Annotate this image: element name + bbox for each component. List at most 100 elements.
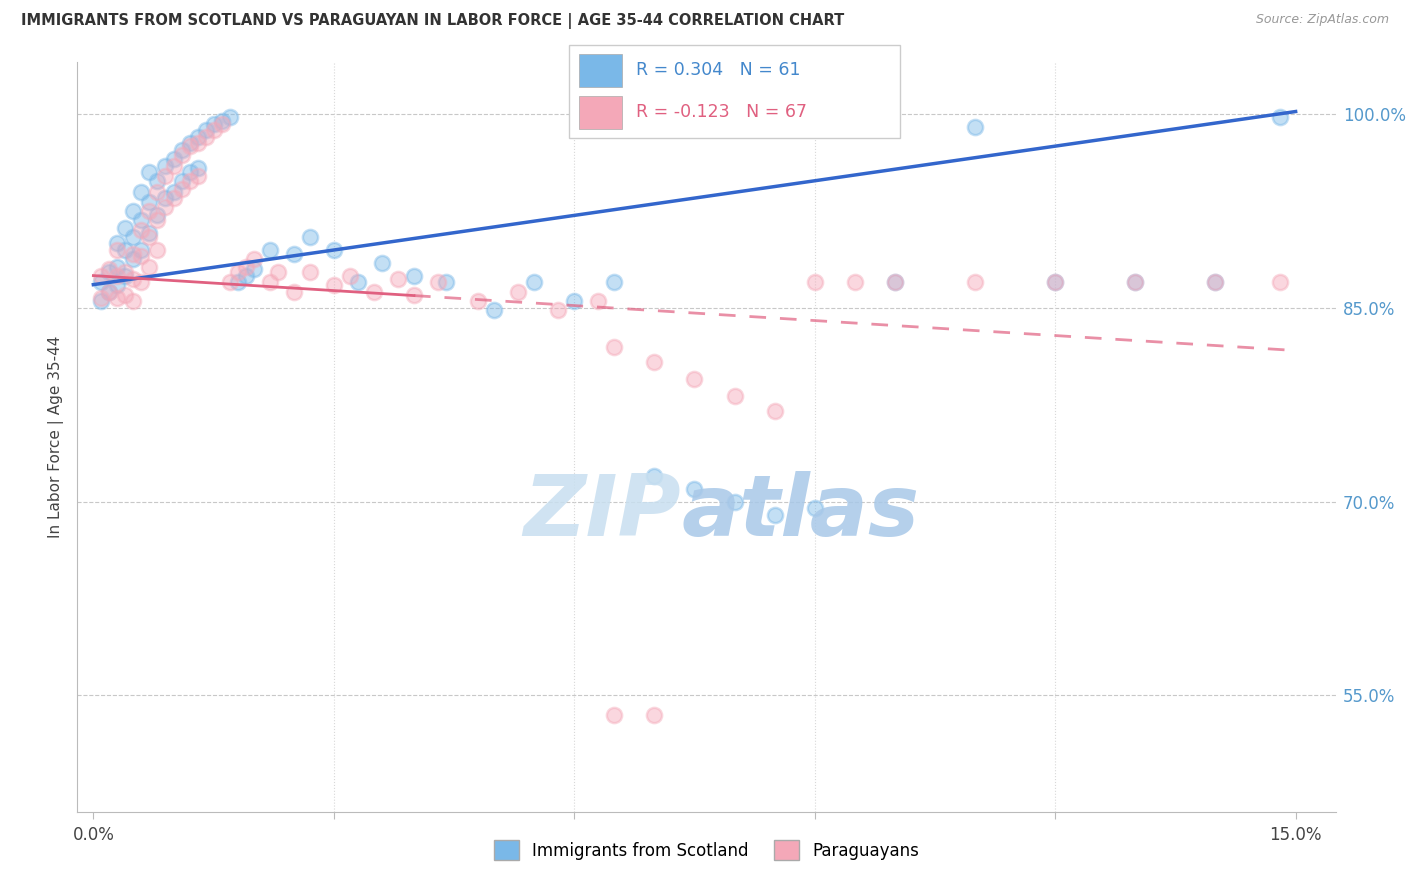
Point — [963, 275, 986, 289]
Point — [322, 277, 344, 292]
Point — [267, 265, 290, 279]
Point — [683, 482, 706, 496]
Point — [146, 185, 169, 199]
Point — [170, 182, 193, 196]
Point — [90, 294, 112, 309]
Point — [402, 288, 425, 302]
Point — [242, 252, 264, 266]
Point — [1043, 275, 1066, 289]
Point — [107, 291, 129, 305]
Point — [155, 159, 177, 173]
Point — [122, 252, 145, 266]
Point — [963, 120, 986, 134]
Point — [844, 275, 866, 289]
Text: R = -0.123   N = 67: R = -0.123 N = 67 — [636, 103, 807, 121]
Point — [122, 272, 145, 286]
Point — [482, 303, 505, 318]
Point — [107, 243, 129, 257]
Point — [131, 243, 153, 257]
Legend: Immigrants from Scotland, Paraguayans: Immigrants from Scotland, Paraguayans — [488, 833, 925, 867]
FancyBboxPatch shape — [569, 45, 900, 138]
Point — [90, 275, 112, 289]
Point — [187, 161, 209, 176]
Point — [138, 204, 160, 219]
Point — [242, 262, 264, 277]
Point — [259, 243, 281, 257]
Point — [467, 294, 489, 309]
Point — [283, 246, 305, 260]
Bar — [579, 54, 623, 87]
Point — [218, 110, 240, 124]
Point — [98, 262, 121, 277]
Point — [588, 294, 610, 309]
Point — [763, 508, 786, 522]
Point — [114, 288, 136, 302]
Point — [187, 130, 209, 145]
Bar — [579, 96, 623, 129]
Point — [194, 122, 217, 136]
Point — [643, 355, 665, 369]
Point — [434, 275, 457, 289]
Point — [235, 268, 257, 283]
Point — [1123, 275, 1146, 289]
Point — [603, 707, 626, 722]
Text: ZIP: ZIP — [523, 470, 682, 554]
Point — [131, 249, 153, 263]
Point — [146, 174, 169, 188]
Point — [883, 275, 905, 289]
Point — [114, 268, 136, 283]
Point — [122, 246, 145, 260]
Point — [347, 275, 370, 289]
Point — [1204, 275, 1226, 289]
Point — [235, 260, 257, 274]
Point — [259, 275, 281, 289]
Point — [122, 230, 145, 244]
Point — [1268, 275, 1291, 289]
Point — [603, 340, 626, 354]
Point — [107, 236, 129, 251]
Point — [138, 165, 160, 179]
Point — [170, 148, 193, 162]
Point — [107, 260, 129, 274]
Point — [90, 268, 112, 283]
Point — [179, 165, 201, 179]
Text: IMMIGRANTS FROM SCOTLAND VS PARAGUAYAN IN LABOR FORCE | AGE 35-44 CORRELATION CH: IMMIGRANTS FROM SCOTLAND VS PARAGUAYAN I… — [21, 13, 845, 29]
Point — [138, 230, 160, 244]
Point — [194, 130, 217, 145]
Point — [187, 169, 209, 183]
Point — [202, 118, 225, 132]
Point — [427, 275, 450, 289]
Point — [211, 113, 233, 128]
Point — [179, 139, 201, 153]
Point — [146, 208, 169, 222]
Point — [131, 213, 153, 227]
Point — [162, 159, 184, 173]
Point — [98, 285, 121, 300]
Point — [763, 404, 786, 418]
Point — [138, 260, 160, 274]
Point — [603, 275, 626, 289]
Point — [803, 501, 825, 516]
Point — [114, 243, 136, 257]
Point — [131, 185, 153, 199]
Point — [508, 285, 530, 300]
Point — [179, 136, 201, 150]
Point — [146, 213, 169, 227]
Point — [122, 294, 145, 309]
Point — [339, 268, 361, 283]
Point — [90, 291, 112, 305]
Point — [179, 174, 201, 188]
Point — [155, 191, 177, 205]
Point — [138, 226, 160, 240]
Point — [122, 204, 145, 219]
Point — [114, 220, 136, 235]
Point — [1268, 110, 1291, 124]
Point — [803, 275, 825, 289]
Point — [298, 230, 321, 244]
Point — [226, 265, 249, 279]
Point — [283, 285, 305, 300]
Point — [402, 268, 425, 283]
Point — [98, 285, 121, 300]
Point — [1123, 275, 1146, 289]
Point — [1043, 275, 1066, 289]
